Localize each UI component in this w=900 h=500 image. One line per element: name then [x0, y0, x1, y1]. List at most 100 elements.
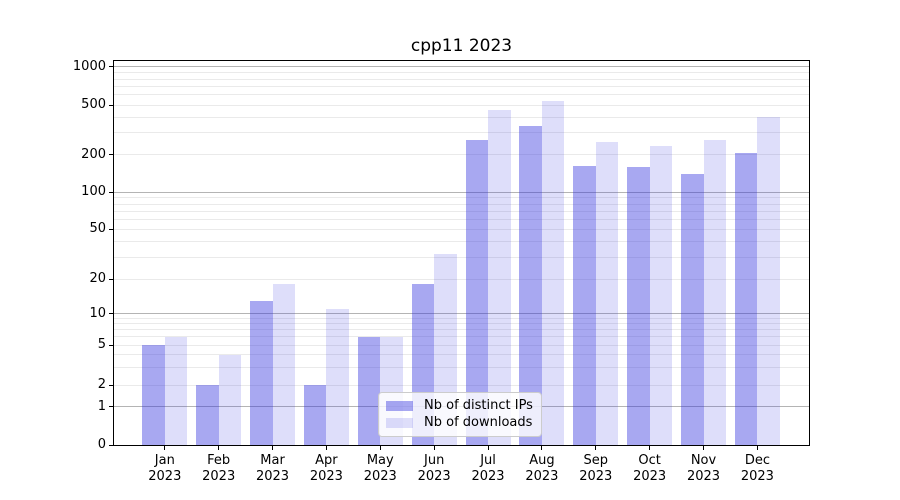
gridline-y-3 [114, 366, 809, 368]
gridline-y-6 [114, 336, 809, 338]
legend-label: Nb of distinct IPs [424, 398, 533, 413]
x-tick-jun [433, 446, 435, 450]
x-tick-label-feb: Feb 2023 [187, 453, 251, 485]
x-tick-label-jan: Jan 2023 [133, 453, 197, 485]
y-tick-label-50: 50 [89, 221, 106, 237]
bar-distinct-ips-mar [250, 300, 273, 445]
gridline-y-90 [114, 197, 809, 199]
x-tick-label-month: Apr [315, 453, 338, 468]
x-tick-label-year: 2023 [633, 469, 667, 484]
x-tick-label-year: 2023 [686, 469, 721, 484]
x-tick-label-year: 2023 [309, 469, 343, 484]
bar-downloads-jan [164, 336, 188, 445]
y-tick-50 [109, 228, 113, 230]
x-tick-label-month: Jun [424, 453, 445, 468]
x-tick-aug [541, 446, 543, 450]
x-tick-label-month: Oct [638, 453, 661, 468]
y-tick-label-500: 500 [81, 97, 106, 112]
gridline-y-600 [114, 94, 809, 96]
y-tick-2 [109, 384, 113, 386]
y-tick-20 [109, 278, 113, 280]
bar-distinct-ips-may [357, 336, 381, 445]
y-tick-label-1: 1 [97, 398, 106, 414]
y-tick-label-2: 2 [97, 377, 106, 392]
bar-downloads-aug [541, 100, 565, 445]
x-tick-label-year: 2023 [525, 469, 559, 484]
x-tick-label-apr: Apr 2023 [294, 453, 358, 485]
x-tick-label-oct: Oct 2023 [618, 453, 682, 485]
y-tick-0 [109, 444, 113, 446]
plot-area: Nb of distinct IPs Nb of downloads [113, 60, 810, 446]
legend-row-downloads: Nb of downloads [386, 415, 533, 431]
gridline-y-40 [114, 240, 809, 242]
gridline-y-50 [114, 228, 809, 230]
gridline-y-5 [114, 344, 809, 346]
x-tick-label-year: 2023 [471, 469, 505, 484]
x-tick-jan [164, 446, 166, 450]
bar-downloads-mar [272, 284, 296, 445]
x-tick-label-month: Mar [260, 453, 285, 468]
x-tick-label-may: May 2023 [348, 453, 412, 485]
x-tick-label-jul: Jul 2023 [456, 453, 520, 485]
bar-downloads-apr [326, 308, 349, 445]
gridline-y-2 [114, 384, 809, 386]
y-tick-5 [109, 344, 113, 346]
x-tick-mar [272, 446, 274, 450]
gridline-y-300 [114, 132, 809, 134]
x-tick-label-month: Jul [480, 453, 496, 468]
x-tick-label-month: Feb [207, 453, 231, 468]
gridline-y-400 [114, 116, 809, 118]
bar-distinct-ips-apr [303, 385, 327, 445]
x-tick-feb [218, 446, 220, 450]
y-tick-label-5: 5 [97, 337, 106, 352]
x-tick-label-year: 2023 [202, 469, 236, 484]
x-tick-sep [595, 446, 597, 450]
x-tick-label-mar: Mar 2023 [241, 453, 305, 485]
y-tick-label-20: 20 [89, 271, 106, 287]
y-tick-500 [109, 104, 113, 106]
x-tick-label-year: 2023 [579, 469, 613, 484]
x-tick-label-month: Dec [744, 453, 770, 468]
x-tick-nov [703, 446, 705, 450]
gridline-y-8 [114, 323, 809, 325]
x-tick-label-month: Aug [529, 453, 555, 468]
gridline-y-10 [114, 313, 809, 314]
bar-distinct-ips-nov [681, 174, 704, 445]
gridline-y-100 [114, 191, 809, 193]
gridline-y-900 [114, 72, 809, 74]
x-tick-may [379, 446, 381, 450]
y-tick-1000 [109, 66, 113, 68]
gridline-y-4 [114, 354, 809, 356]
gridline-y-200 [114, 154, 809, 156]
legend-row-distinct-ips: Nb of distinct IPs [386, 398, 533, 414]
bar-downloads-nov [703, 139, 727, 445]
x-tick-dec [756, 446, 758, 450]
chart-title: cpp11 2023 [410, 36, 513, 56]
bar-distinct-ips-oct [627, 166, 650, 445]
gridline-y-80 [114, 203, 809, 205]
x-tick-label-aug: Aug 2023 [510, 453, 574, 485]
legend-swatch-icon [386, 418, 413, 428]
gridline-y-30 [114, 256, 809, 258]
x-tick-label-year: 2023 [255, 469, 290, 484]
gridline-y-7 [114, 329, 809, 331]
bar-distinct-ips-jan [142, 345, 165, 445]
bar-downloads-dec [757, 116, 780, 445]
y-tick-label-10: 10 [89, 305, 106, 321]
x-tick-label-year: 2023 [740, 469, 774, 484]
x-tick-label-month: Jan [154, 453, 175, 468]
x-tick-label-nov: Nov 2023 [672, 453, 736, 485]
bar-distinct-ips-feb [196, 385, 219, 445]
bar-downloads-feb [218, 354, 242, 445]
legend: Nb of distinct IPs Nb of downloads [378, 392, 542, 437]
bar-distinct-ips-aug [519, 125, 542, 445]
x-tick-label-month: Nov [690, 453, 717, 468]
gridline-y-70 [114, 210, 809, 212]
gridline-y-800 [114, 78, 809, 80]
x-tick-oct [649, 446, 651, 450]
legend-label: Nb of downloads [424, 415, 533, 430]
gridline-y-500 [114, 104, 809, 106]
bar-distinct-ips-jul [465, 139, 489, 445]
gridline-y-700 [114, 85, 809, 87]
